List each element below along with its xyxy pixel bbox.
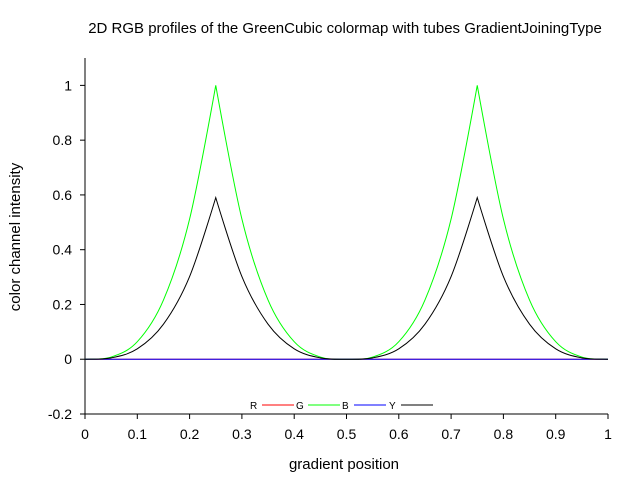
x-tick-label: 0.3: [232, 426, 252, 442]
y-tick-label: 0: [64, 351, 72, 367]
legend-label-r: R: [250, 401, 257, 412]
axes: [84, 58, 608, 415]
x-tick-label: 0.4: [284, 426, 304, 442]
y-tick-label: 0.8: [53, 132, 73, 148]
series-line-g: [84, 85, 609, 360]
x-tick-label: 1: [604, 426, 612, 442]
x-axis-label: gradient position: [289, 456, 399, 473]
x-tick-label: 0.6: [389, 426, 409, 442]
legend-label-y: Y: [389, 401, 396, 412]
x-tick-label: 0.9: [546, 426, 566, 442]
y-tick-label: 0.2: [53, 296, 73, 312]
x-tick-label: 0.7: [441, 426, 461, 442]
chart-title: 2D RGB profiles of the GreenCubic colorm…: [88, 20, 602, 37]
y-tick-label: 1: [64, 77, 72, 93]
x-tick-label: 0.8: [494, 426, 514, 442]
series-lines: [84, 85, 609, 360]
y-axis-label: color channel intensity: [7, 162, 24, 311]
x-tick-label: 0.2: [180, 426, 200, 442]
legend-label-b: B: [342, 401, 349, 412]
y-tick-label: 0.6: [53, 187, 73, 203]
series-line-y: [84, 195, 609, 360]
y-tick-label: -0.2: [48, 406, 72, 422]
x-tick-label: 0.1: [128, 426, 148, 442]
x-tick-label: 0.5: [337, 426, 357, 442]
x-tick-label: 0: [81, 426, 89, 442]
y-tick-label: 0.4: [53, 242, 73, 258]
ticks: 0 0.1 0.2 0.3 0.4 0.5 0.6 0.7 0.8 0.9 1 -0.2 0 0.2 0.4…: [48, 77, 612, 442]
legend-label-g: G: [296, 401, 304, 412]
